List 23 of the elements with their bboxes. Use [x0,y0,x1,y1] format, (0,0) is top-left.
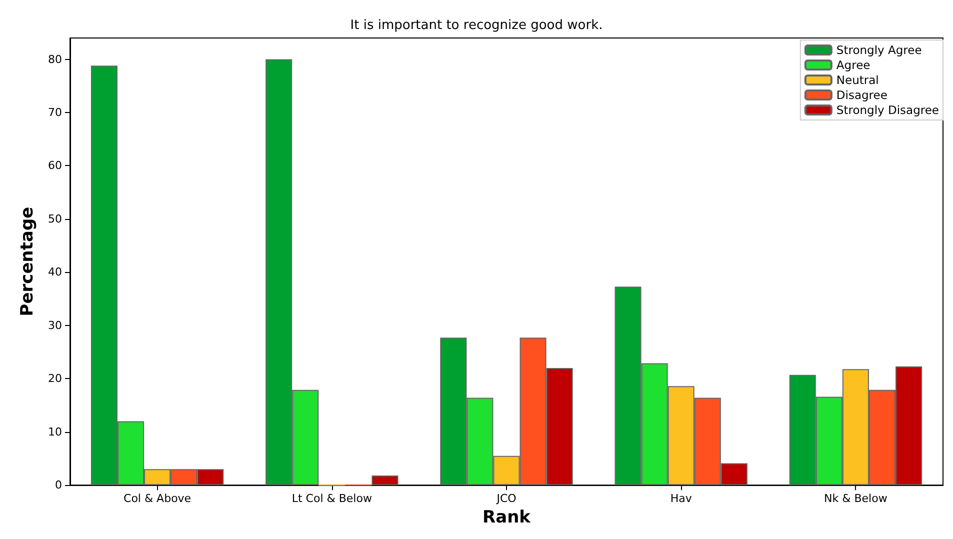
x-tick-label: JCO [496,492,517,506]
y-tick-label: 0 [55,478,62,492]
y-tick-label: 20 [48,372,62,386]
legend-label: Agree [836,58,870,72]
legend-label: Strongly Disagree [836,103,940,117]
x-tick-label: Nk & Below [824,492,888,506]
y-tick-label: 50 [48,212,62,226]
y-tick-label: 40 [48,266,62,279]
x-axis-title: Rank [482,508,532,528]
x-tick-label: Lt Col & Below [292,492,372,506]
y-tick-label: 70 [48,106,62,120]
legend-label: Strongly Agree [836,43,922,57]
bar [372,476,398,486]
y-tick-label: 10 [48,425,62,438]
x-tick-label: Col & Above [124,492,192,506]
chart-title: It is important to recognize good work. [350,18,603,33]
legend-label: Neutral [836,73,879,87]
y-axis-title: Percentage [18,206,38,316]
legend-label: Disagree [836,88,888,102]
y-tick-label: 60 [48,159,62,172]
y-tick-label: 30 [48,318,62,332]
y-tick-label: 80 [48,52,62,66]
x-tick-label: Hav [670,492,692,506]
